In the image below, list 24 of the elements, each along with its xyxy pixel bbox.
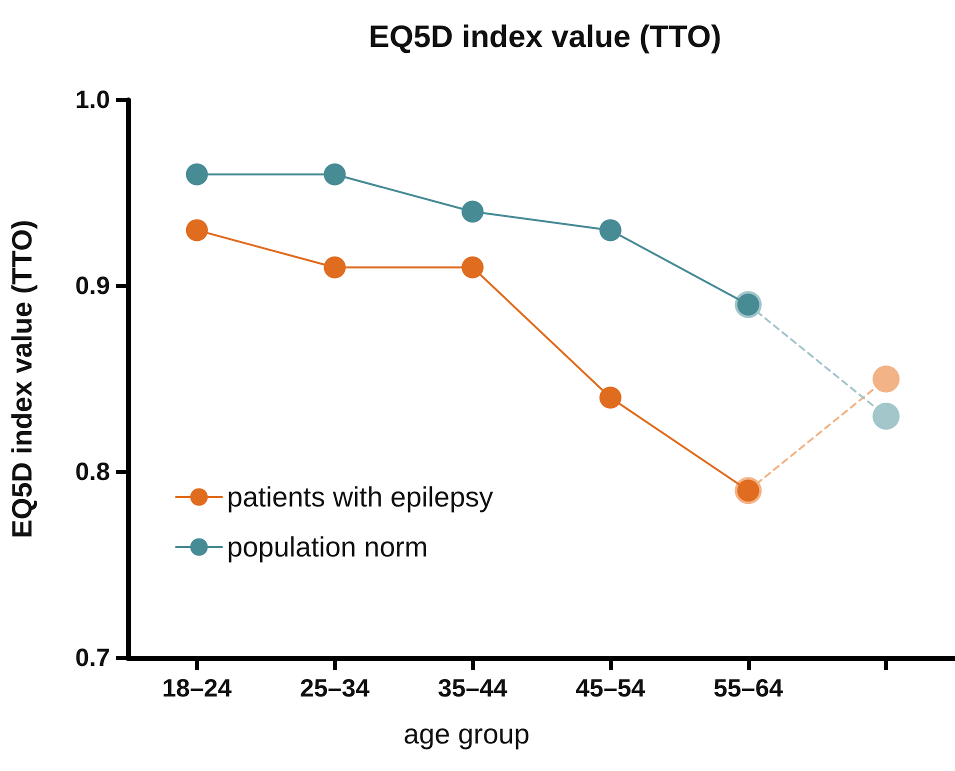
x-tick-label: 25–34 <box>300 674 370 702</box>
x-tick-label: 45–54 <box>576 674 646 702</box>
legend-label: population norm <box>227 532 428 562</box>
y-tick-label: 0.8 <box>75 458 110 486</box>
x-tick-label: 18–24 <box>162 674 232 702</box>
point <box>324 256 346 278</box>
y-axis-title: EQ5D index value (TTO) <box>6 220 38 538</box>
point <box>599 386 622 409</box>
legend-label: patients with epilepsy <box>227 482 494 512</box>
point <box>186 163 208 186</box>
x-tick-label: 55–64 <box>713 674 784 702</box>
point <box>599 219 622 242</box>
point <box>324 163 346 186</box>
y-tick-label: 0.7 <box>75 644 110 672</box>
chart-title: EQ5D index value (TTO) <box>368 19 722 54</box>
point <box>462 200 484 223</box>
point <box>462 256 484 278</box>
y-tick-label: 1.0 <box>75 86 110 114</box>
x-tick-label: 35–44 <box>438 674 508 702</box>
point <box>186 219 208 242</box>
point <box>872 402 900 430</box>
y-tick-label: 0.9 <box>75 272 110 300</box>
point <box>872 366 900 392</box>
x-axis-title: age group <box>403 718 530 750</box>
